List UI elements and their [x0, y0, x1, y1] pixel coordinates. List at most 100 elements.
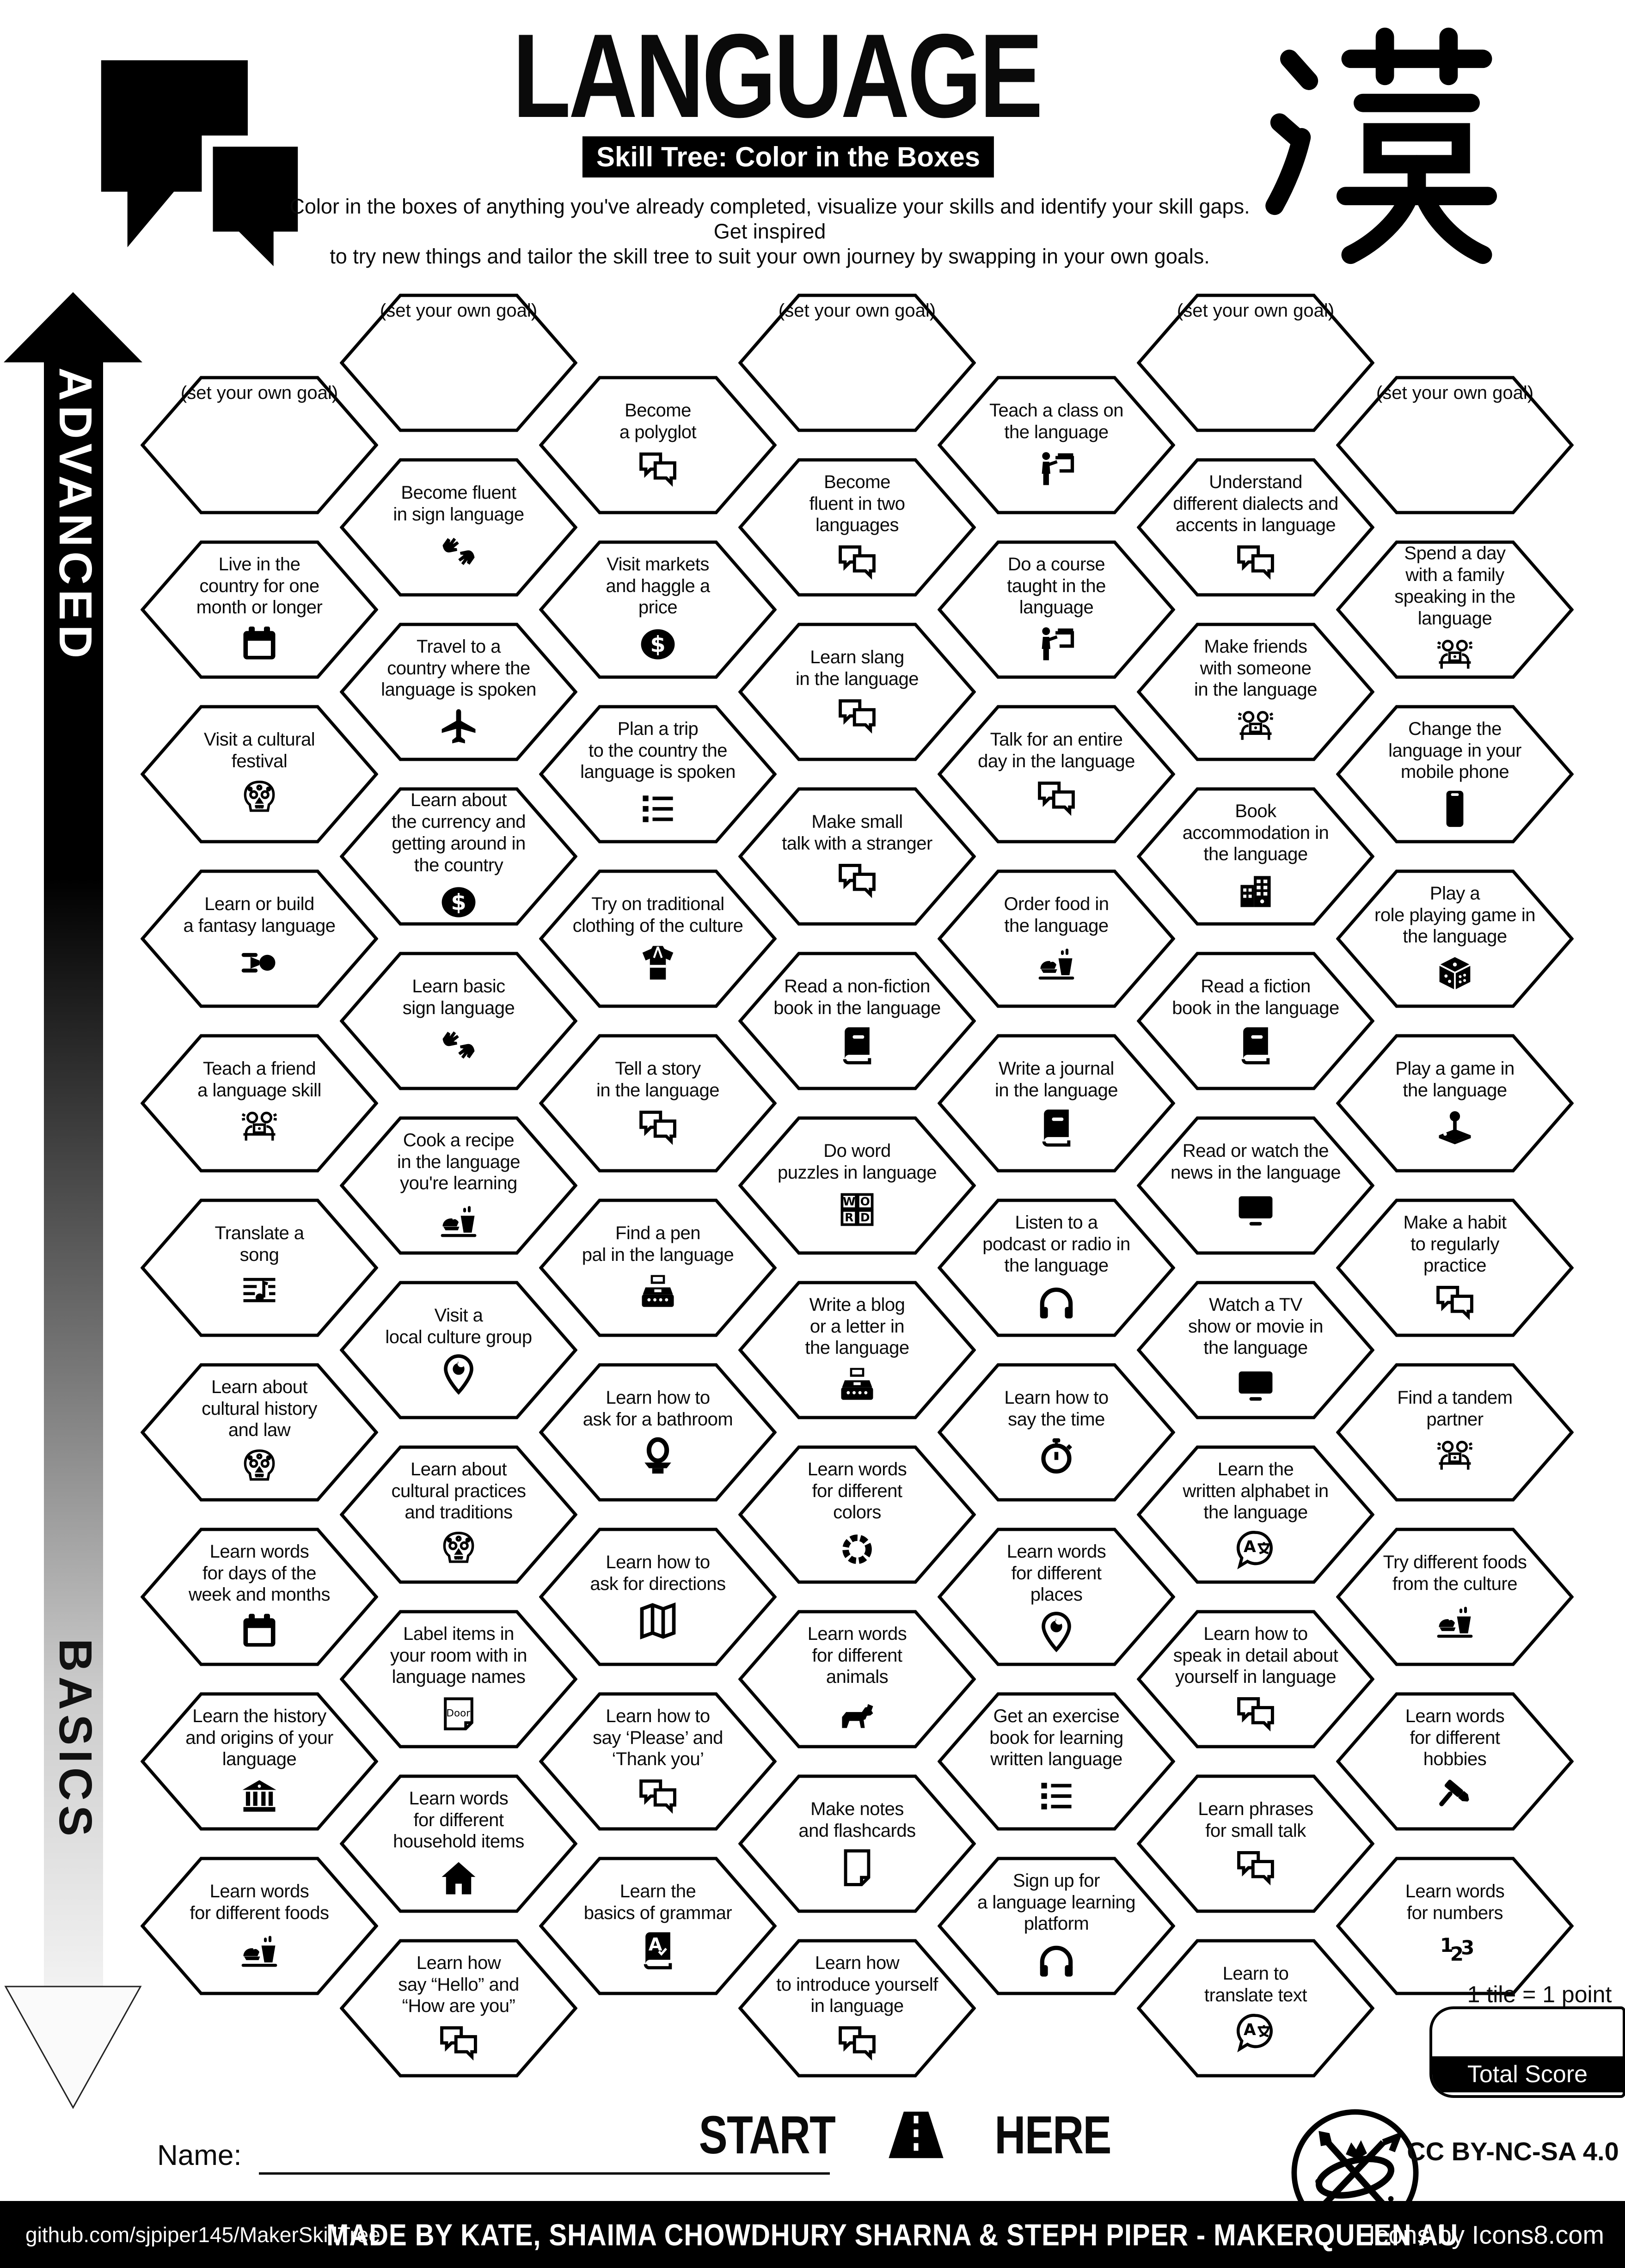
skill-hex[interactable]: Make small talk with a stranger: [738, 787, 976, 926]
skill-hex[interactable]: Make friends with someone in the languag…: [1137, 622, 1374, 762]
skill-hex[interactable]: Write a blog or a letter in the language: [738, 1280, 976, 1420]
hexagon-outline: [1336, 705, 1574, 844]
name-label: Name:: [157, 2140, 242, 2171]
skill-hex[interactable]: Become a polyglot: [539, 375, 777, 515]
skill-hex[interactable]: Travel to a country where the language i…: [340, 622, 577, 762]
skill-hex[interactable]: Learn basic sign language: [340, 951, 577, 1091]
hexagon-outline: [141, 540, 378, 679]
book-icon: [1234, 1024, 1277, 1066]
skill-hex[interactable]: Read a fiction book in the language: [1137, 951, 1374, 1091]
skill-hex[interactable]: Listen to a podcast or radio in the lang…: [938, 1198, 1175, 1338]
skill-hex[interactable]: Become fluent in two languages: [738, 458, 976, 597]
skill-hex[interactable]: Learn words for days of the week and mon…: [141, 1527, 378, 1667]
skill-hex[interactable]: Play a role playing game in the language: [1336, 869, 1574, 1009]
skill-hex[interactable]: Live in the country for one month or lon…: [141, 540, 378, 679]
hex-label: Learn how to introduce yourself in langu…: [776, 1952, 938, 2017]
skill-hex[interactable]: Learn words for different animals: [738, 1609, 976, 1749]
skill-hex[interactable]: Learn slang in the language: [738, 622, 976, 762]
skill-hex[interactable]: Make notes and flashcards: [738, 1774, 976, 1913]
skill-hex[interactable]: Learn how to say ‘Please’ and ‘Thank you…: [539, 1692, 777, 1831]
skill-hex[interactable]: Learn about cultural practices and tradi…: [340, 1445, 577, 1584]
skill-hex[interactable]: (set your own goal): [340, 293, 577, 433]
skill-hex[interactable]: Cook a recipe in the language you're lea…: [340, 1116, 577, 1255]
skill-hex[interactable]: (set your own goal): [1336, 375, 1574, 515]
skill-hex[interactable]: Watch a TV show or movie in the language: [1137, 1280, 1374, 1420]
skill-hex[interactable]: Learn phrases for small talk: [1137, 1774, 1374, 1913]
skill-hex[interactable]: Book accommodation in the language: [1137, 787, 1374, 926]
skill-hex[interactable]: Learn words for different colors: [738, 1445, 976, 1584]
hex-label: Make a habit to regularly practice: [1403, 1212, 1507, 1276]
skill-hex[interactable]: Learn how to ask for directions: [539, 1527, 777, 1667]
total-score-input[interactable]: [1432, 2009, 1623, 2056]
hex-label: Learn to translate text: [1204, 1963, 1307, 2005]
hexagon-outline: [938, 1692, 1175, 1831]
skill-hex[interactable]: Talk for an entire day in the language: [938, 704, 1175, 844]
stopwatch-icon: [1035, 1435, 1078, 1478]
skill-hex[interactable]: Learn how to ask for a bathroom: [539, 1363, 777, 1502]
hex-label: Learn the history and origins of your la…: [185, 1706, 333, 1770]
skill-hex[interactable]: Teach a class on the language: [938, 375, 1175, 515]
skill-hex[interactable]: Do a course taught in the language: [938, 540, 1175, 679]
hexagon-outline: [738, 293, 976, 432]
skill-hex[interactable]: Try on traditional clothing of the cultu…: [539, 869, 777, 1009]
skill-hex[interactable]: Learn words for numbers: [1336, 1856, 1574, 1996]
skill-hex[interactable]: Visit markets and haggle a price: [539, 540, 777, 679]
calendar-icon: [238, 1610, 281, 1653]
hexagon-outline: [539, 1034, 777, 1173]
skill-hex[interactable]: (set your own goal): [738, 293, 976, 433]
hex-label: Get an exercise book for learning writte…: [989, 1706, 1123, 1770]
skill-hex[interactable]: Learn words for different places: [938, 1527, 1175, 1667]
skill-hex[interactable]: Tell a story in the language: [539, 1033, 777, 1173]
hex-label: Learn how to speak in detail about yours…: [1173, 1623, 1338, 1687]
skill-hex[interactable]: Learn about cultural history and law: [141, 1363, 378, 1502]
skill-hex[interactable]: Read a non-fiction book in the language: [738, 951, 976, 1091]
skill-hex[interactable]: Write a journal in the language: [938, 1033, 1175, 1173]
skill-hex[interactable]: Label items in your room with in languag…: [340, 1609, 577, 1749]
skill-hex[interactable]: Learn words for different foods: [141, 1856, 378, 1996]
skill-hex[interactable]: Sign up for a language learning platform: [938, 1856, 1175, 1996]
skill-hex[interactable]: Visit a cultural festival: [141, 704, 378, 844]
skill-hex[interactable]: Become fluent in sign language: [340, 458, 577, 597]
name-input-line[interactable]: [259, 2141, 830, 2175]
skill-hex[interactable]: Teach a friend a language skill: [141, 1033, 378, 1173]
hex-label: Do a course taught in the language: [1007, 554, 1106, 618]
skill-hex[interactable]: Order food in the language: [938, 869, 1175, 1009]
skill-hex[interactable]: Learn how to speak in detail about yours…: [1137, 1609, 1374, 1749]
skill-hex[interactable]: Make a habit to regularly practice: [1336, 1198, 1574, 1338]
hexagon-outline: [539, 869, 777, 1008]
hex-label: Watch a TV show or movie in the language: [1188, 1294, 1324, 1358]
skill-hex[interactable]: Spend a day with a family speaking in th…: [1336, 540, 1574, 679]
skill-hex[interactable]: Visit a local culture group: [340, 1280, 577, 1420]
skill-hex[interactable]: Learn how to introduce yourself in langu…: [738, 1938, 976, 2078]
skill-hex[interactable]: Translate a song: [141, 1198, 378, 1338]
skill-hex[interactable]: Play a game in the language: [1336, 1033, 1574, 1173]
skill-hex[interactable]: Change the language in your mobile phone: [1336, 704, 1574, 844]
food-icon: [238, 1929, 281, 1971]
skill-hex[interactable]: (set your own goal): [1137, 293, 1374, 433]
skill-hex[interactable]: Learn the history and origins of your la…: [141, 1692, 378, 1831]
hexagon-outline: [738, 1774, 976, 1913]
skill-hex[interactable]: Do word puzzles in language: [738, 1116, 976, 1255]
skill-hex[interactable]: Get an exercise book for learning writte…: [938, 1692, 1175, 1831]
skill-hex[interactable]: Learn words for different household item…: [340, 1774, 577, 1913]
hexagon-outline: [1137, 787, 1374, 926]
skill-hex[interactable]: Learn about the currency and getting aro…: [340, 787, 577, 926]
goal-label: (set your own goal): [1177, 300, 1335, 321]
skill-hex[interactable]: Learn to translate text: [1137, 1938, 1374, 2078]
skill-hex[interactable]: Try different foods from the culture: [1336, 1527, 1574, 1667]
skill-hex[interactable]: (set your own goal): [141, 375, 378, 515]
skill-hex[interactable]: Plan a trip to the country the language …: [539, 704, 777, 844]
skill-hex[interactable]: Understand different dialects and accent…: [1137, 458, 1374, 597]
skill-hex[interactable]: Find a tandem partner: [1336, 1363, 1574, 1502]
hex-label: Try different foods from the culture: [1383, 1552, 1527, 1594]
skill-hex[interactable]: Learn the written alphabet in the langua…: [1137, 1445, 1374, 1584]
skill-hex[interactable]: Learn words for different hobbies: [1336, 1692, 1574, 1831]
skill-hex[interactable]: Read or watch the news in the language: [1137, 1116, 1374, 1255]
skill-hex[interactable]: Learn how say “Hello” and “How are you”: [340, 1938, 577, 2078]
skill-hex[interactable]: Find a pen pal in the language: [539, 1198, 777, 1338]
skill-hex[interactable]: Learn how to say the time: [938, 1363, 1175, 1502]
skill-hex[interactable]: Learn or build a fantasy language: [141, 869, 378, 1009]
footer-bar: github.com/sjpiper145/MakerSkillTree MAD…: [0, 2201, 1625, 2268]
skill-hex[interactable]: Learn the basics of grammar: [539, 1856, 777, 1996]
numbers-icon: [1434, 1929, 1476, 1971]
